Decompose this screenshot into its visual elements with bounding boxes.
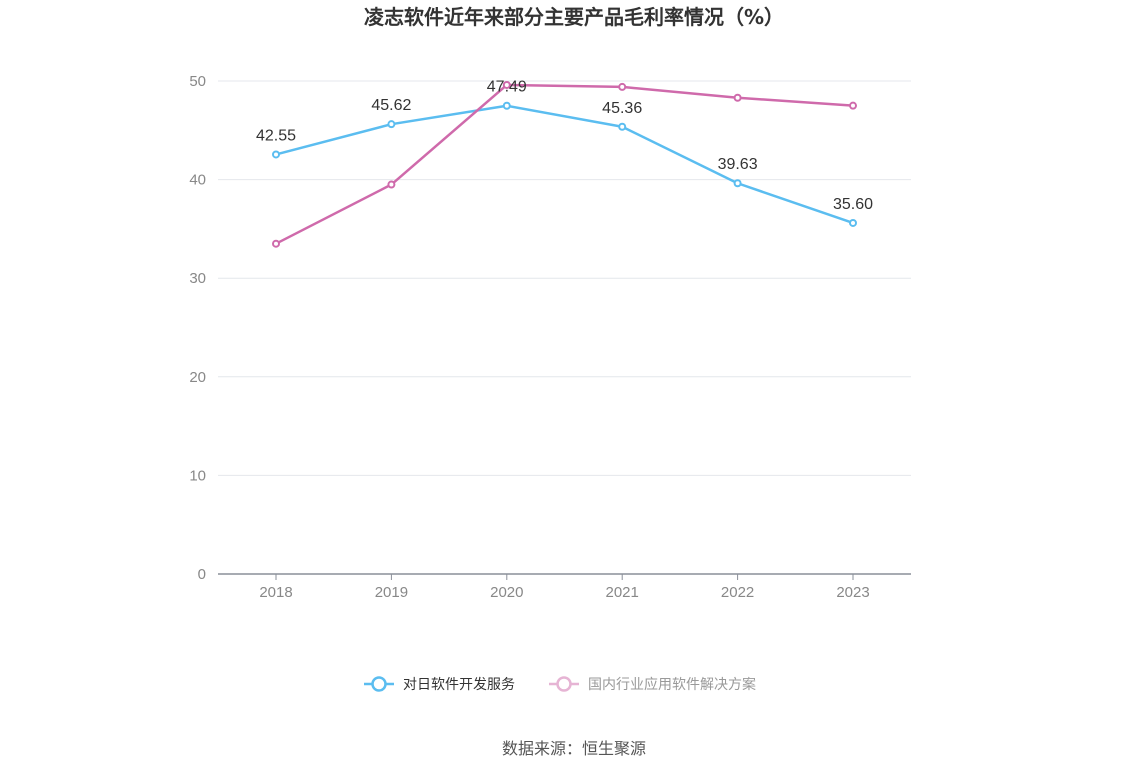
- grid-lines: [218, 80, 911, 476]
- legend[interactable]: 对日软件开发服务 国内行业应用软件解决方案: [364, 676, 756, 693]
- y-tick-label: 20: [189, 369, 206, 386]
- data-point: [618, 82, 627, 91]
- x-tick-label: 2022: [721, 584, 754, 601]
- data-point: [387, 120, 396, 129]
- data-point: [272, 239, 280, 248]
- legend-item-2[interactable]: 国内行业应用软件解决方案: [549, 676, 756, 693]
- x-tick-label: 2018: [259, 584, 292, 601]
- data-point: [272, 150, 280, 159]
- y-tick-label: 30: [189, 270, 206, 287]
- data-label: 45.62: [371, 97, 411, 114]
- data-label: 42.55: [256, 127, 296, 144]
- data-label: 39.63: [718, 156, 758, 173]
- legend-label: 对日软件开发服务: [403, 677, 515, 693]
- chart-title: 凌志软件近年来部分主要产品毛利率情况（%）: [364, 5, 784, 29]
- x-tick-label: 2019: [375, 584, 408, 601]
- data-point: [387, 180, 396, 189]
- y-tick-label: 40: [189, 172, 206, 189]
- y-tick-label: 0: [198, 566, 206, 583]
- data-label: 45.36: [602, 100, 642, 117]
- data-point: [849, 101, 857, 110]
- y-tick-label: 10: [189, 467, 206, 484]
- legend-marker: [556, 676, 572, 692]
- y-axis-ticks: 0 10 20 30 40 50: [189, 73, 206, 583]
- data-point: [733, 93, 742, 102]
- data-point: [733, 179, 742, 188]
- data-label: 47.49: [487, 79, 527, 96]
- x-axis: 2018 2019 2020 2021 2022 2023: [218, 573, 911, 601]
- series-line-1: [275, 104, 854, 225]
- x-tick-label: 2023: [836, 584, 869, 601]
- legend-label: 国内行业应用软件解决方案: [588, 676, 756, 693]
- data-point: [502, 101, 511, 110]
- y-tick-label: 50: [189, 73, 206, 90]
- source-note: 数据来源：恒生聚源: [502, 739, 646, 758]
- series-group: [272, 80, 857, 248]
- x-tick-label: 2021: [606, 584, 639, 601]
- legend-item-1[interactable]: 对日软件开发服务: [364, 676, 515, 693]
- data-point: [849, 218, 857, 227]
- data-label: 35.60: [833, 196, 873, 213]
- data-point: [502, 80, 511, 89]
- x-tick-label: 2020: [490, 584, 523, 601]
- series-line-2: [275, 83, 854, 245]
- data-labels: 42.55 45.62 47.49 45.36 39.63 35.60: [256, 79, 873, 213]
- legend-marker: [371, 676, 387, 692]
- data-point: [618, 122, 627, 131]
